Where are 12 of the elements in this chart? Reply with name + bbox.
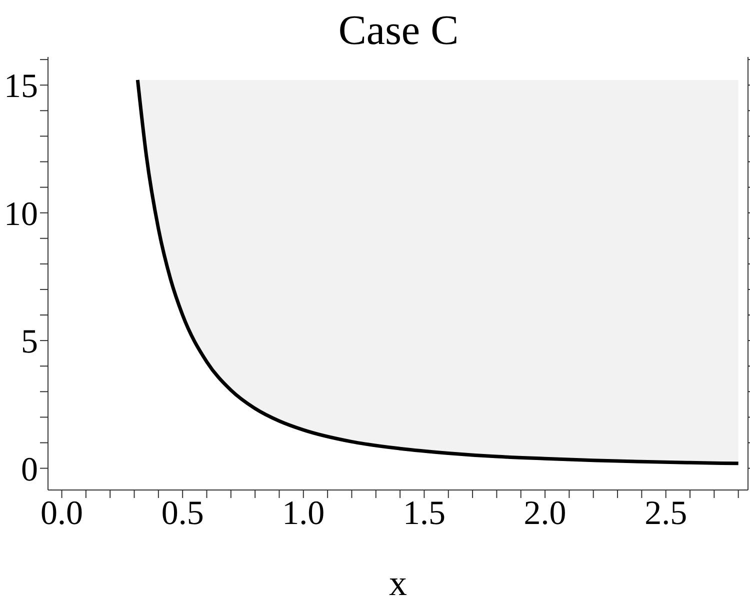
x-tick-label: 2.0 [524,495,566,532]
x-axis-title: x [389,563,407,603]
y-tick-label: 5 [21,324,38,361]
x-tick-label: 1.5 [402,495,446,532]
chart-title: Case C [337,7,460,56]
y-tick-label: 10 [4,196,38,233]
x-tick-label: 0.0 [40,495,84,532]
x-tick-label: 1.0 [282,495,325,532]
y-tick-label: 15 [4,68,38,106]
x-tick-label: 2.5 [644,495,688,532]
x-tick-label: 0.5 [161,495,204,532]
y-tick-label: 0 [21,451,38,488]
